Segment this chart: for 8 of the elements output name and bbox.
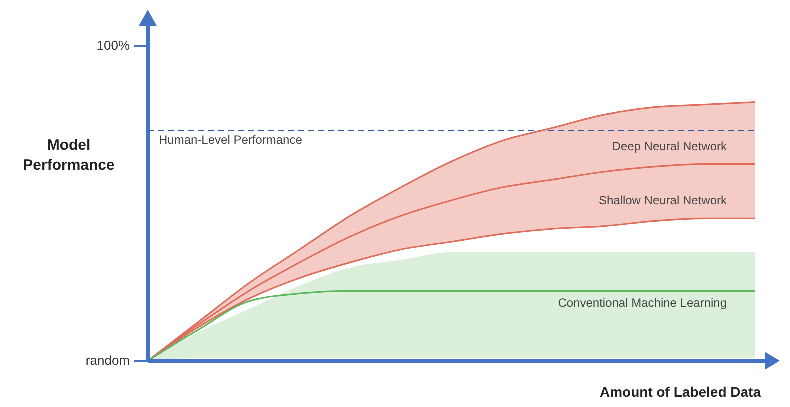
series-label: Deep Neural Network xyxy=(612,139,728,154)
text: random xyxy=(86,353,130,368)
x-axis-title: Amount of Labeled Data xyxy=(600,384,762,400)
text: 100% xyxy=(96,38,130,53)
y-axis-title: Model Performance xyxy=(22,136,116,176)
series-label: Conventional Machine Learning xyxy=(558,296,727,310)
series-label: Shallow Neural Network xyxy=(598,194,728,208)
ref-line-label: Human-Level Performance xyxy=(159,133,303,148)
